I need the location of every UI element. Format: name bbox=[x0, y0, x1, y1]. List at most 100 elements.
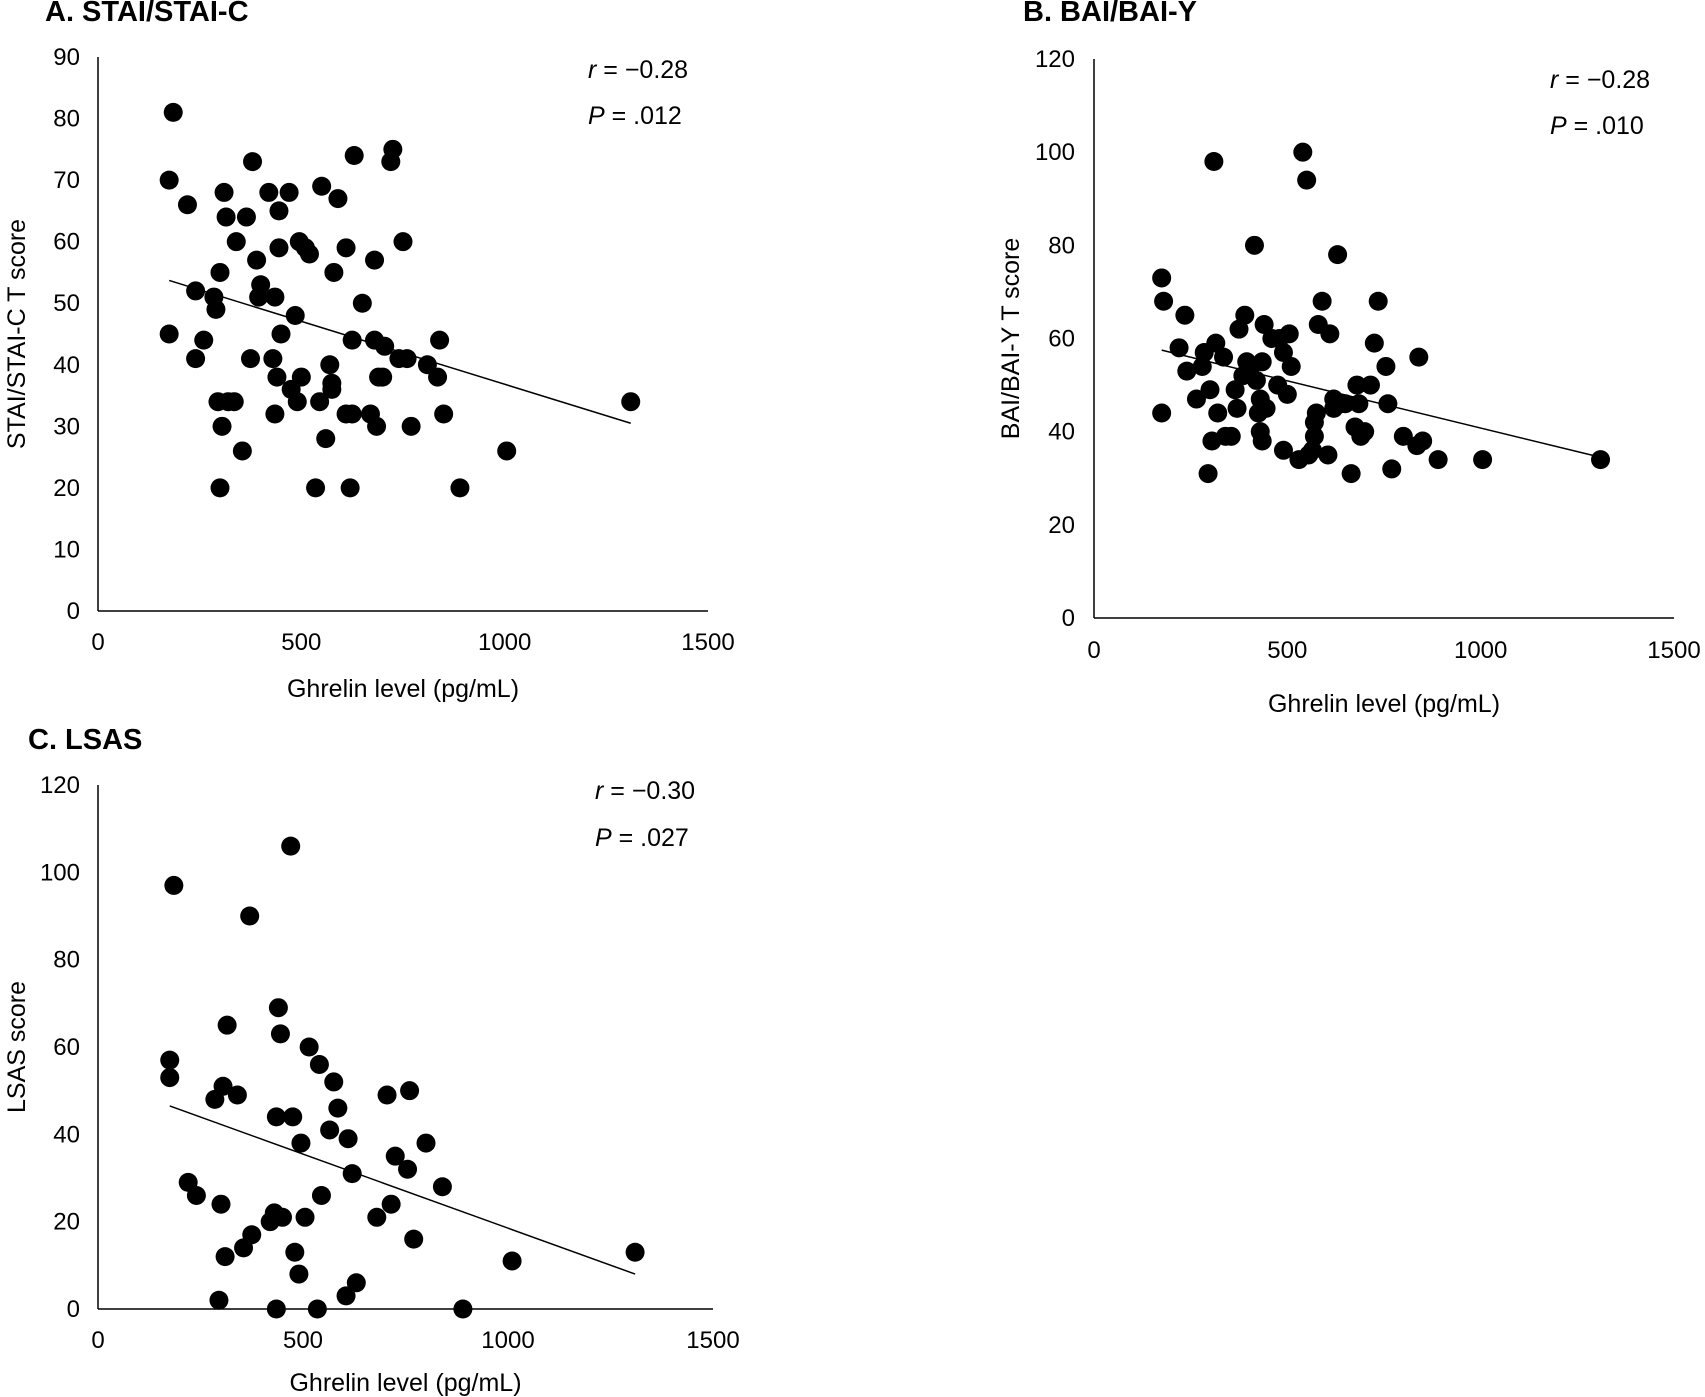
data-point bbox=[159, 324, 179, 344]
data-point bbox=[1227, 398, 1247, 418]
data-point bbox=[1169, 338, 1189, 358]
data-point bbox=[1277, 384, 1297, 404]
x-axis-label: Ghrelin level (pg/mL) bbox=[289, 1369, 521, 1397]
data-point bbox=[365, 250, 385, 270]
data-point bbox=[227, 1085, 247, 1105]
data-point bbox=[1273, 342, 1293, 362]
data-point bbox=[373, 367, 393, 387]
y-tick-label: 40 bbox=[53, 352, 80, 379]
data-point bbox=[497, 441, 517, 461]
data-point bbox=[450, 478, 470, 498]
data-point bbox=[281, 836, 301, 856]
data-point bbox=[309, 1054, 329, 1074]
data-point bbox=[1152, 268, 1172, 288]
data-point bbox=[377, 1085, 397, 1105]
y-tick-label: 80 bbox=[1048, 232, 1075, 259]
p-symbol: P bbox=[1550, 112, 1567, 140]
data-point bbox=[279, 182, 299, 202]
y-tick-label: 20 bbox=[53, 475, 80, 502]
data-point bbox=[1281, 356, 1301, 376]
data-point bbox=[1473, 450, 1493, 470]
data-point bbox=[266, 1107, 286, 1127]
data-point bbox=[1235, 305, 1255, 325]
data-point bbox=[320, 1120, 340, 1140]
data-point bbox=[215, 1247, 235, 1267]
data-point bbox=[210, 262, 230, 282]
data-point bbox=[367, 1207, 387, 1227]
data-point bbox=[266, 1299, 286, 1319]
data-point bbox=[336, 238, 356, 258]
data-point bbox=[1221, 426, 1241, 446]
trendline bbox=[169, 1105, 636, 1275]
scatter-plot-bai: 0 20 40 60 80 100 120 0 500 1000 1500 Ghrelin level… bbox=[997, 46, 1701, 718]
data-point bbox=[328, 189, 348, 209]
data-point bbox=[1349, 394, 1369, 414]
data-point bbox=[336, 1286, 356, 1306]
data-point bbox=[1200, 380, 1220, 400]
data-point bbox=[217, 1015, 237, 1035]
data-point bbox=[1297, 170, 1317, 190]
data-point bbox=[1246, 370, 1266, 390]
data-point bbox=[1368, 291, 1388, 311]
correlation-r-annotation: r = −0.28 bbox=[588, 56, 688, 84]
x-tick-label: 1500 bbox=[686, 1327, 739, 1354]
data-point bbox=[194, 330, 214, 350]
r-value: = −0.28 bbox=[1558, 66, 1650, 94]
data-point bbox=[268, 998, 288, 1018]
y-tick-label: 50 bbox=[53, 290, 80, 317]
r-value: = −0.30 bbox=[603, 777, 695, 805]
data-point bbox=[1252, 352, 1272, 372]
data-point bbox=[1320, 324, 1340, 344]
x-tick-label: 0 bbox=[91, 629, 104, 656]
data-point bbox=[265, 404, 285, 424]
data-point bbox=[1318, 445, 1338, 465]
data-point bbox=[1175, 305, 1195, 325]
data-point bbox=[383, 139, 403, 159]
chart-title: B. BAI/BAI-Y bbox=[1023, 0, 1197, 28]
data-point bbox=[1382, 459, 1402, 479]
data-point bbox=[430, 330, 450, 350]
y-tick-label: 0 bbox=[1062, 605, 1075, 632]
data-point bbox=[453, 1299, 473, 1319]
x-tick-label: 1000 bbox=[478, 629, 531, 656]
data-point bbox=[1293, 142, 1313, 162]
data-point bbox=[1186, 389, 1206, 409]
data-point bbox=[1378, 394, 1398, 414]
data-point bbox=[299, 244, 319, 264]
data-point bbox=[1279, 324, 1299, 344]
data-point bbox=[1341, 464, 1361, 484]
p-value-annotation: P = .012 bbox=[588, 102, 682, 130]
y-tick-label: 80 bbox=[53, 106, 80, 133]
data-point bbox=[324, 1072, 344, 1092]
x-tick-label: 0 bbox=[91, 1327, 104, 1354]
data-point bbox=[1273, 440, 1293, 460]
data-point bbox=[1252, 431, 1272, 451]
data-point bbox=[240, 906, 260, 926]
p-value: = .027 bbox=[612, 824, 689, 852]
data-point bbox=[269, 201, 289, 221]
y-tick-label: 100 bbox=[40, 859, 80, 886]
data-point bbox=[1355, 422, 1375, 442]
y-tick-label: 80 bbox=[53, 947, 80, 974]
data-point bbox=[307, 1299, 327, 1319]
x-tick-label: 0 bbox=[1087, 637, 1100, 664]
scatter-plot-lsas: 0 20 40 60 80 100 120 0 500 1000 1500 Ghrelin level… bbox=[3, 772, 740, 1397]
r-symbol: r bbox=[1550, 66, 1560, 94]
data-point bbox=[1328, 245, 1348, 265]
data-point bbox=[1208, 403, 1228, 423]
data-point bbox=[1254, 315, 1274, 335]
data-point bbox=[328, 1098, 348, 1118]
x-tick-label: 1000 bbox=[481, 1327, 534, 1354]
x-tick-label: 1500 bbox=[681, 629, 734, 656]
y-tick-label: 30 bbox=[53, 413, 80, 440]
y-tick-label: 20 bbox=[53, 1209, 80, 1236]
data-point bbox=[320, 355, 340, 375]
data-point bbox=[259, 182, 279, 202]
y-tick-label: 120 bbox=[1035, 46, 1075, 73]
data-point bbox=[1409, 347, 1429, 367]
data-point bbox=[375, 336, 395, 356]
data-point bbox=[214, 182, 234, 202]
data-point bbox=[243, 152, 263, 172]
data-point bbox=[186, 349, 206, 369]
data-point bbox=[267, 367, 287, 387]
